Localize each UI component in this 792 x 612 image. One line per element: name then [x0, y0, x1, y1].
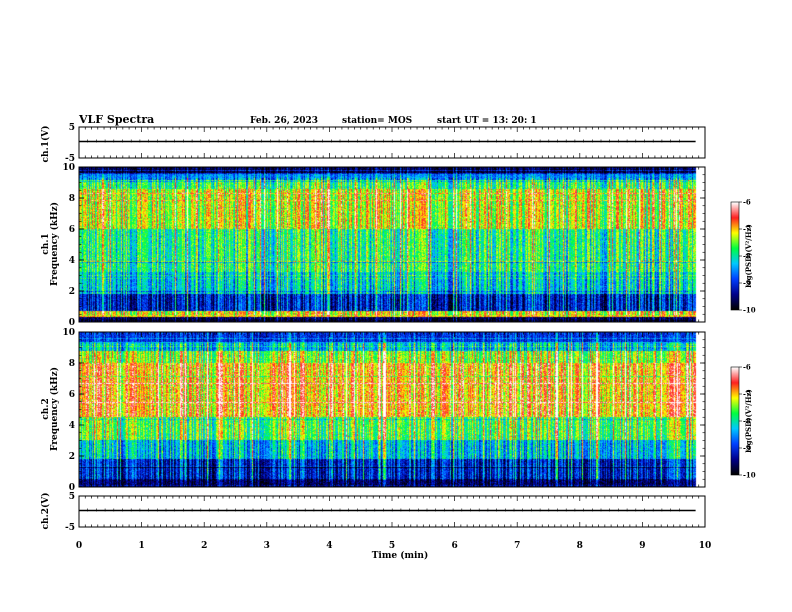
ch2-spectrogram-ytick-label: 4	[69, 421, 75, 431]
ch1-spectrogram-ytick-label: 0	[69, 318, 75, 328]
colorbar-2-label: log(PSD)(V²/Hz)	[744, 389, 753, 453]
ch1-waveform-ytick-label: 5	[69, 123, 75, 133]
ch2-spectrogram-canvas	[79, 332, 705, 487]
colorbar-1-tick-label: -10	[743, 306, 756, 315]
colorbar-1-canvas	[731, 202, 739, 310]
x-tick-label: 0	[76, 541, 82, 551]
ch1-spectrogram-ytick-label: 4	[69, 256, 75, 266]
colorbar-2-canvas	[731, 367, 739, 475]
x-tick-label: 5	[389, 541, 395, 551]
start-time-label: start UT = 13: 20: 1	[437, 116, 537, 126]
colorbar-2-area	[731, 367, 739, 475]
ch2-frequency-ylabel: Frequency (kHz)	[49, 367, 60, 451]
date-label: Feb. 26, 2023	[250, 116, 318, 126]
ch2-spectrogram-ytick-label: 0	[69, 483, 75, 493]
x-axis-label: Time (min)	[372, 550, 429, 561]
ch1-spectrogram-canvas	[79, 167, 705, 322]
ch2-waveform-ylabel: ch.2(V)	[40, 493, 51, 530]
ch2-spectrogram-ytick-label: 6	[69, 390, 75, 400]
ch1-spectrogram-ytick-label: 6	[69, 225, 75, 235]
x-tick-label: 10	[699, 541, 712, 551]
ch1-waveform-ytick-label: -5	[65, 154, 75, 164]
ch2-waveform-ytick-label: -5	[65, 523, 75, 533]
colorbar-1-tick-label: -9	[743, 279, 751, 288]
x-tick-label: 9	[639, 541, 645, 551]
ch2-spectrogram-ylabel: ch.2	[41, 398, 51, 419]
x-tick-label: 6	[451, 541, 457, 551]
colorbar-2-tick-label: -10	[743, 471, 756, 480]
x-tick-label: 7	[514, 541, 520, 551]
colorbar-2-tick-label: -9	[743, 444, 751, 453]
colorbar-1-area	[731, 202, 739, 310]
x-tick-label: 8	[577, 541, 583, 551]
x-tick-label: 3	[264, 541, 270, 551]
ch2-spectrogram-ytick-label: 10	[62, 328, 75, 338]
ch2-spectrogram-ytick-label: 8	[69, 359, 75, 369]
x-tick-label: 4	[326, 541, 332, 551]
colorbar-1-label: log(PSD)(V²/Hz)	[744, 224, 753, 288]
ch1-spectrogram-ytick-label: 2	[69, 287, 75, 297]
ch1-frequency-ylabel: Frequency (kHz)	[49, 202, 60, 286]
ch2-waveform-ytick-label: 5	[69, 492, 75, 502]
ch1-waveform-ylabel: ch.1(V)	[40, 126, 51, 163]
ch1-spectrogram-area	[79, 167, 705, 322]
colorbar-1-tick-label: -8	[743, 252, 751, 261]
colorbar-1-tick-label: -7	[743, 225, 751, 234]
colorbar-2-tick-label: -8	[743, 417, 751, 426]
ch1-spectrogram-ylabel: ch.1	[41, 233, 51, 254]
ch2-spectrogram-ytick-label: 2	[69, 452, 75, 462]
station-label: station= MOS	[342, 116, 412, 126]
x-tick-label: 1	[138, 541, 144, 551]
ch1-spectrogram-ytick-label: 8	[69, 194, 75, 204]
colorbar-1-tick-label: -6	[743, 198, 751, 207]
colorbar-2-tick-label: -6	[743, 363, 751, 372]
x-tick-label: 2	[201, 541, 207, 551]
figure-title: VLF Spectra	[78, 113, 154, 126]
colorbar-2-tick-label: -7	[743, 390, 751, 399]
ch1-spectrogram-ytick-label: 10	[62, 163, 75, 173]
ch2-spectrogram-area	[79, 332, 705, 487]
